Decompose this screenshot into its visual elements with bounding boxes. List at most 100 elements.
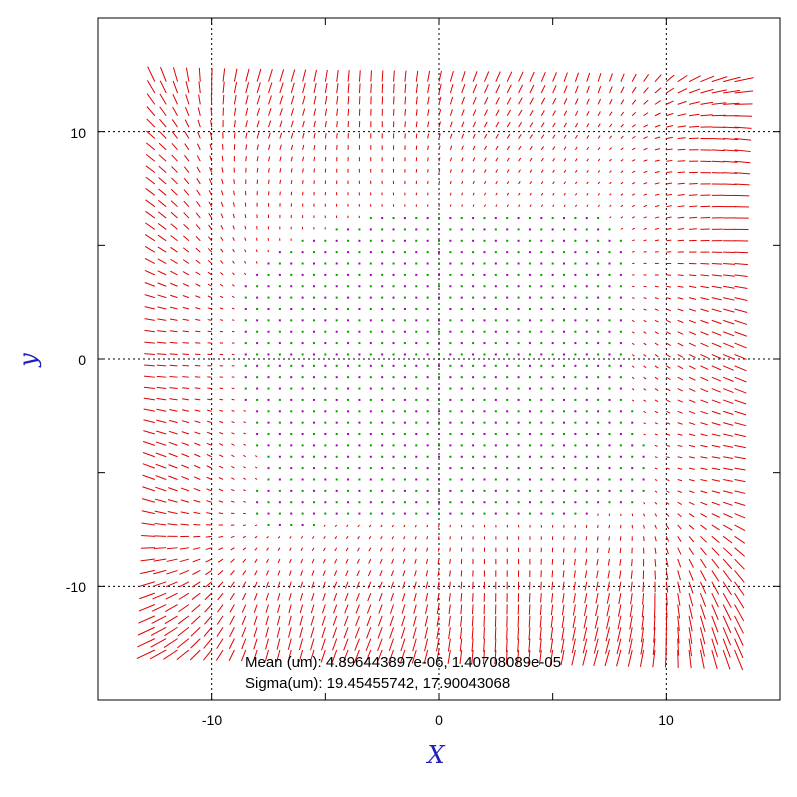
vector-marker [415, 296, 418, 299]
vector-marker [358, 228, 361, 231]
vector-arrow [345, 536, 349, 540]
vector-arrow [653, 615, 656, 631]
vector-arrow [342, 649, 349, 663]
vector-arrow [141, 510, 155, 515]
vector-arrow [688, 376, 696, 381]
vector-marker [369, 444, 372, 447]
vector-arrow [216, 626, 224, 637]
vector-marker [506, 376, 509, 379]
vector-marker [335, 262, 338, 265]
vector-arrow [438, 192, 441, 196]
vector-arrow [203, 638, 213, 649]
vector-arrow [232, 272, 235, 276]
vector-arrow [449, 109, 453, 116]
vector-marker [494, 421, 497, 424]
vector-arrow [231, 295, 235, 299]
vector-arrow [158, 177, 167, 185]
vector-arrow [700, 399, 709, 404]
vector-arrow [677, 524, 682, 530]
vector-arrow [700, 365, 709, 370]
vector-arrow [711, 342, 722, 348]
vector-arrow [332, 627, 338, 639]
vector-arrow [310, 604, 315, 614]
vector-arrow [219, 443, 224, 446]
vector-marker [460, 251, 463, 254]
vector-arrow [734, 126, 752, 129]
vector-marker [585, 376, 588, 379]
vector-marker [585, 319, 588, 322]
vector-marker [528, 262, 531, 265]
vector-marker [312, 467, 315, 470]
vector-marker [267, 512, 270, 515]
vector-arrow [677, 456, 683, 459]
vector-arrow [437, 593, 440, 602]
vector-marker [290, 455, 293, 458]
vector-arrow [268, 108, 272, 116]
vector-marker [324, 251, 327, 254]
vector-arrow [141, 522, 155, 526]
vector-marker [540, 330, 543, 333]
vector-arrow [207, 319, 212, 321]
vector-arrow [620, 111, 625, 117]
vector-marker [256, 501, 259, 504]
vector-arrow [484, 157, 487, 162]
vector-arrow [495, 133, 499, 139]
vector-marker [324, 387, 327, 390]
vector-arrow [609, 135, 613, 139]
vector-arrow [461, 204, 463, 207]
vector-arrow [734, 501, 746, 507]
vector-arrow [241, 627, 247, 638]
vector-arrow [265, 638, 269, 650]
vector-arrow [218, 465, 224, 469]
vector-arrow [665, 536, 670, 542]
vector-arrow [322, 558, 326, 564]
vector-arrow [289, 536, 292, 539]
vector-arrow [550, 615, 554, 628]
vector-arrow [677, 604, 681, 619]
vector-arrow [266, 535, 269, 539]
vector-arrow [168, 441, 178, 446]
vector-marker [483, 307, 486, 310]
vector-marker [381, 512, 384, 515]
vector-marker [244, 398, 247, 401]
vector-arrow [427, 121, 430, 128]
vector-arrow [665, 524, 670, 530]
vector-marker [347, 387, 350, 390]
vector-arrow [228, 649, 235, 662]
vector-arrow [505, 649, 508, 665]
vector-marker [449, 501, 452, 504]
vector-arrow [595, 593, 599, 604]
vector-arrow [677, 649, 679, 668]
vector-arrow [620, 123, 624, 128]
vector-arrow [734, 604, 745, 622]
vector-marker [528, 421, 531, 424]
vector-arrow [144, 341, 155, 344]
vector-arrow [157, 211, 167, 219]
vector-arrow [700, 547, 707, 556]
vector-arrow [734, 444, 746, 449]
vector-arrow [182, 330, 189, 333]
vector-marker [324, 285, 327, 288]
vector-marker [608, 433, 611, 436]
vector-arrow [654, 490, 658, 493]
vector-arrow [136, 649, 156, 659]
vector-arrow [643, 99, 649, 105]
vector-marker [449, 239, 452, 242]
vector-arrow [390, 570, 395, 577]
x-axis-title: X [425, 741, 445, 769]
vector-arrow [666, 501, 670, 505]
vector-arrow [153, 547, 167, 550]
vector-arrow [218, 454, 224, 458]
vector-marker [540, 501, 543, 504]
vector-marker [267, 307, 270, 310]
vector-arrow [169, 419, 178, 424]
vector-arrow [734, 388, 747, 394]
vector-marker [312, 421, 315, 424]
vector-marker [574, 433, 577, 436]
vector-marker [506, 342, 509, 345]
vector-marker [438, 489, 440, 492]
vector-marker [472, 296, 475, 299]
vector-arrow [594, 615, 599, 629]
vector-arrow [688, 75, 701, 83]
vector-marker [426, 239, 429, 242]
